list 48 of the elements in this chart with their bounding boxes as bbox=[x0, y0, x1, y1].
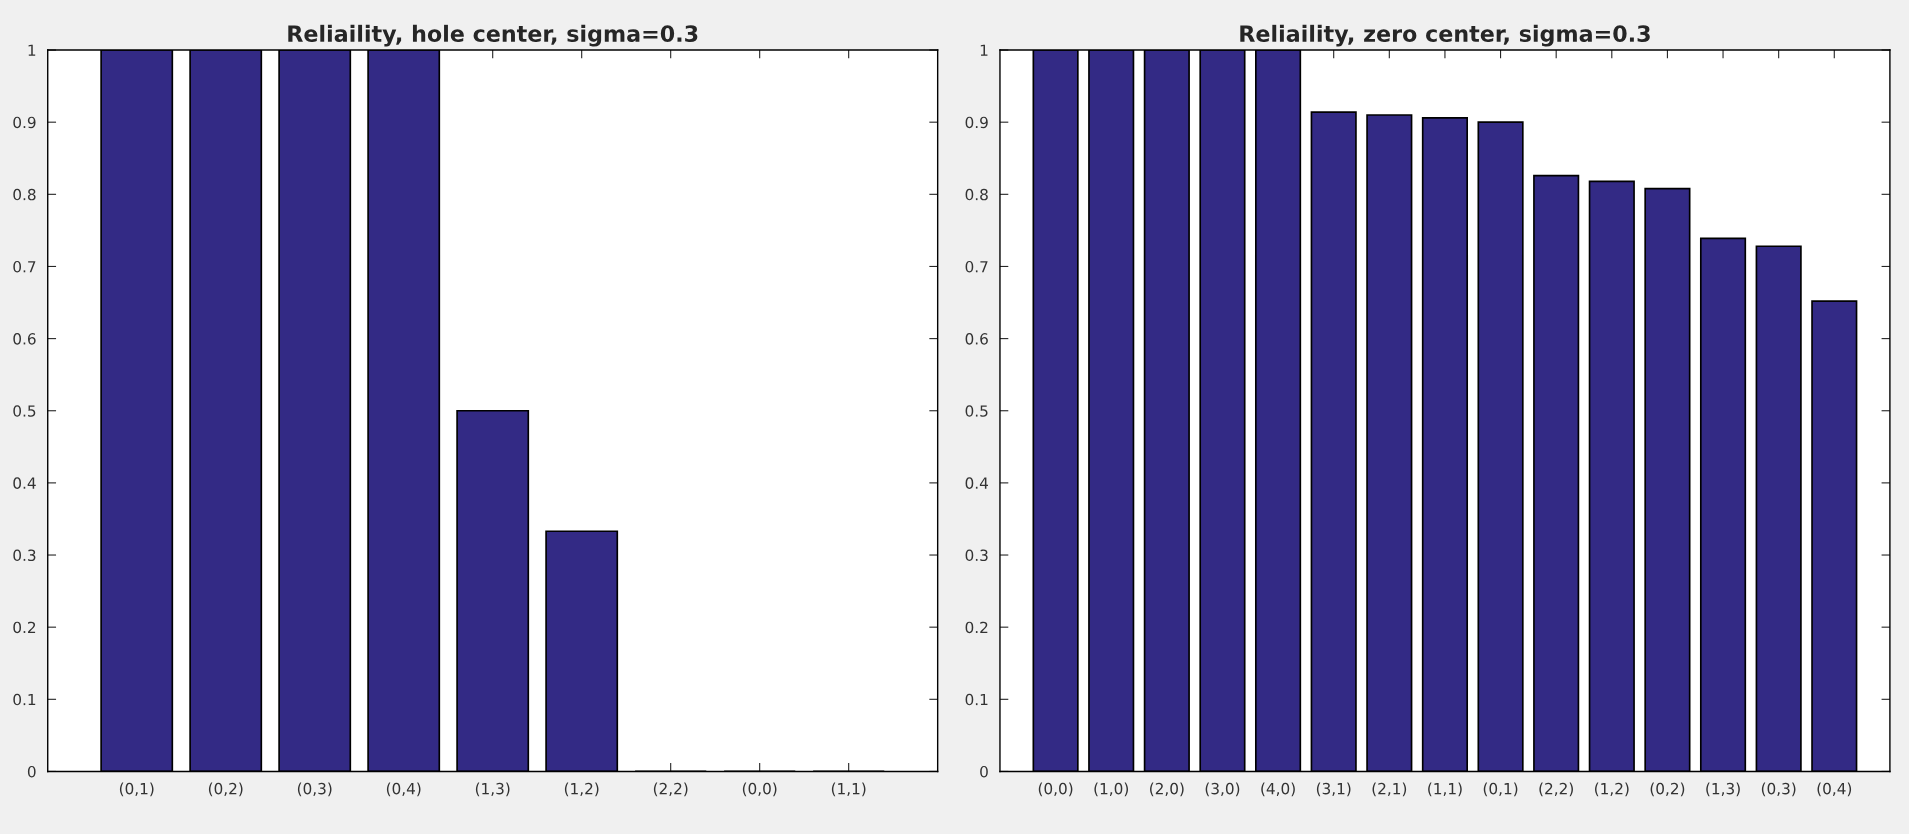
x-tick-label: (0,2) bbox=[1650, 782, 1685, 797]
y-tick-label: 0.2 bbox=[965, 621, 988, 634]
x-tick-label: (0,1) bbox=[1483, 782, 1518, 797]
y-tick-label: 0.6 bbox=[13, 333, 36, 345]
x-tick-label: (3,1) bbox=[1316, 782, 1351, 797]
y-tick-label: 1 bbox=[980, 44, 988, 56]
x-tick-label: (1,2) bbox=[1595, 782, 1629, 797]
x-tick-label: (2,2) bbox=[653, 782, 688, 797]
y-tick-label: 0.5 bbox=[965, 405, 988, 417]
y-tick-label: 0.8 bbox=[965, 188, 988, 201]
x-tick-label: (1,1) bbox=[831, 782, 866, 797]
x-tick-label: (1,3) bbox=[475, 782, 510, 797]
x-tick-label: (2,0) bbox=[1150, 782, 1184, 797]
y-tick-label: 0.7 bbox=[13, 260, 36, 273]
x-tick-label: (0,0) bbox=[1038, 782, 1073, 797]
y-tick-label: 0.9 bbox=[965, 116, 988, 129]
x-tick-label: (4,0) bbox=[1261, 782, 1295, 797]
x-tick-label: (0,4) bbox=[386, 782, 421, 797]
y-tick-label: 0.7 bbox=[965, 260, 988, 273]
y-tick-label: 0 bbox=[27, 765, 36, 778]
x-tick-label: (2,2) bbox=[1539, 782, 1573, 797]
chart-title: Reliaility, hole center, sigma=0.3 bbox=[288, 24, 698, 47]
x-tick-label: (1,0) bbox=[1094, 782, 1128, 797]
x-tick-label: (0,3) bbox=[297, 782, 332, 797]
chart-title: Reliaility, zero center, sigma=0.3 bbox=[1240, 24, 1650, 47]
y-tick-label: 0.4 bbox=[13, 477, 36, 489]
x-tick-label: (1,1) bbox=[1428, 782, 1462, 797]
x-tick-label: (2,1) bbox=[1372, 782, 1407, 797]
y-tick-label: 0.8 bbox=[13, 188, 36, 201]
y-tick-label: 0.6 bbox=[965, 333, 988, 345]
y-tick-label: 0 bbox=[980, 765, 988, 778]
y-tick-label: 0.4 bbox=[965, 477, 988, 489]
y-tick-label: 0.3 bbox=[965, 549, 988, 562]
x-tick-label: (1,3) bbox=[1706, 782, 1740, 797]
y-tick-label: 0.1 bbox=[13, 693, 36, 706]
x-tick-label: (1,2) bbox=[564, 782, 599, 797]
x-tick-label: (0,2) bbox=[208, 782, 243, 797]
x-tick-label: (3,0) bbox=[1205, 782, 1240, 797]
y-tick-label: 0.9 bbox=[13, 116, 36, 129]
y-tick-label: 0.5 bbox=[13, 405, 36, 417]
y-tick-label: 0.2 bbox=[13, 621, 36, 634]
x-tick-label: (0,0) bbox=[742, 782, 777, 797]
x-tick-label: (0,1) bbox=[119, 782, 154, 797]
x-tick-label: (0,4) bbox=[1817, 782, 1852, 797]
y-tick-label: 0.1 bbox=[965, 693, 988, 706]
y-tick-label: 0.3 bbox=[13, 549, 36, 562]
y-tick-label: 1 bbox=[28, 44, 36, 56]
x-tick-label: (0,3) bbox=[1761, 782, 1796, 797]
